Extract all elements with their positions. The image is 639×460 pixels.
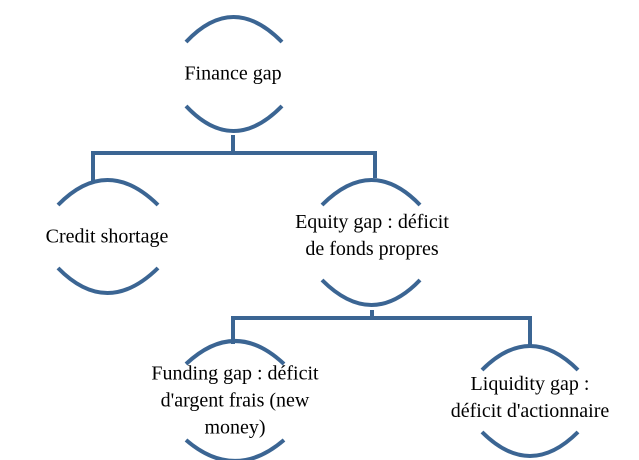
node-arc [320, 178, 422, 207]
connectors [91, 135, 532, 346]
node-shapes [56, 15, 580, 460]
node-arc [480, 430, 580, 458]
connector [91, 135, 377, 182]
node-arc [184, 438, 286, 460]
node-arc [184, 104, 284, 133]
node-arc [56, 266, 160, 295]
node-arc [480, 344, 580, 372]
node-arc [56, 178, 160, 207]
node-label: Credit shortage [46, 226, 169, 248]
node-label: Funding gap : déficit [151, 363, 319, 385]
node-label: money) [204, 417, 265, 439]
node-arc [320, 278, 422, 307]
node-arc [184, 339, 286, 366]
connector [231, 310, 532, 346]
node-label: d'argent frais (new [161, 390, 310, 412]
node-label: Finance gap [184, 63, 281, 85]
node-label: Liquidity gap : [471, 373, 590, 395]
node-labels: Finance gap Credit shortage Equity gap : d… [46, 63, 610, 439]
node-label: de fonds propres [305, 238, 439, 260]
node-arc [184, 15, 284, 44]
node-label: déficit d'actionnaire [451, 400, 610, 422]
node-label: Equity gap : déficit [295, 211, 449, 233]
